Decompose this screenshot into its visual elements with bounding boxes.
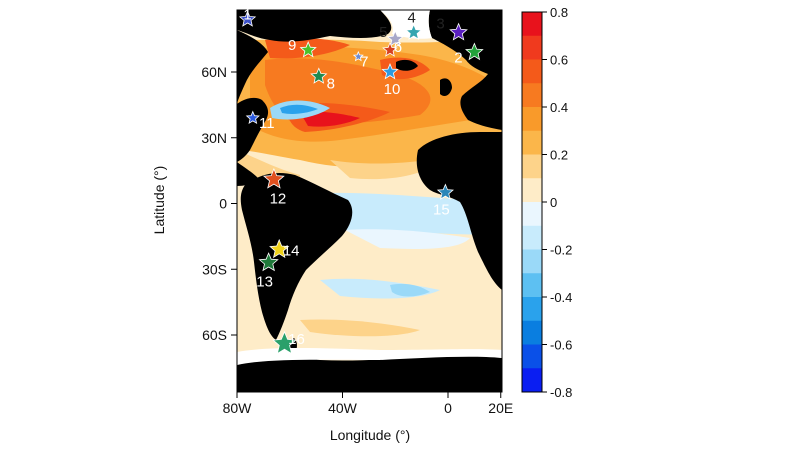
central-america-land: [237, 162, 258, 186]
south-america-land: [240, 173, 353, 340]
y-tick-label: 60S: [202, 327, 227, 343]
y-axis-ticks: 60N 30N 0 30S 60S: [201, 64, 237, 343]
colorbar-tick-label: 0.8: [550, 5, 568, 20]
colorbar-tick-label: -0.2: [550, 243, 572, 258]
colorbar-tick-label: -0.6: [550, 338, 572, 353]
site-label: 7: [360, 54, 368, 71]
site-label: 4: [408, 10, 416, 27]
site-star-icon: [269, 238, 290, 259]
colorbar-swatch: [522, 320, 542, 345]
site-star-icon: [465, 42, 484, 61]
colorbar-swatch: [522, 107, 542, 132]
colorbar-swatch: [522, 368, 542, 393]
y-tick-label: 0: [219, 196, 227, 212]
greenland-land: [237, 10, 392, 42]
colorbar-tick-label: 0.6: [550, 53, 568, 68]
site-label: 14: [283, 243, 300, 260]
site-star-icon: [449, 22, 468, 41]
y-tick-label: 30S: [202, 261, 227, 277]
colorbar-swatch: [522, 249, 542, 274]
colorbar-swatch: [522, 297, 542, 322]
x-tick-label: 0: [444, 400, 452, 416]
x-axis-ticks: 80W 40W 0 20E: [223, 392, 513, 416]
site-label: 2: [454, 49, 462, 66]
site-label: 8: [327, 75, 335, 92]
europe-land: [428, 10, 502, 130]
y-tick-label: 30N: [201, 130, 227, 146]
colorbar-swatch: [522, 344, 542, 369]
site-star-icon: [238, 10, 257, 27]
africa-land: [416, 132, 502, 290]
y-axis-label: Latitude (°): [151, 166, 167, 235]
site-label: 5: [379, 24, 387, 41]
colorbar-tick-label: -0.8: [550, 385, 572, 400]
site-star-icon: [436, 183, 454, 200]
x-tick-label: 40W: [328, 400, 358, 416]
land: [237, 10, 502, 392]
site-star-icon: [299, 41, 317, 58]
arctic-canada-land: [237, 30, 268, 104]
colorbar-swatch: [522, 12, 542, 37]
site-star-icon: [262, 167, 285, 189]
colorbar-tick-label: 0.2: [550, 148, 568, 163]
site-star-icon: [310, 67, 328, 84]
site-label: 15: [433, 202, 450, 219]
site-label: 6: [394, 39, 402, 56]
site-label: 16: [288, 331, 305, 348]
colorbar-swatch: [522, 202, 542, 227]
colorbar-swatch: [522, 178, 542, 203]
colorbar-swatch: [522, 35, 542, 60]
north-america-land: [237, 97, 269, 162]
site-label: 12: [270, 190, 287, 207]
site-label: 10: [384, 81, 401, 98]
iceland-land: [396, 59, 418, 71]
site-label: 3: [436, 16, 444, 33]
site-star-icon: [382, 41, 398, 57]
colorbar: 0.8 0.6 0.4 0.2 0 -0.2 -0.4 -0.6 -0.8: [521, 5, 572, 400]
colorbar-tick-label: 0.4: [550, 100, 568, 115]
y-tick-label: 60N: [201, 64, 227, 80]
antarctica-land: [237, 355, 502, 392]
colorbar-swatch: [522, 154, 542, 179]
site-star-icon: [258, 252, 279, 272]
site-star-icon: [272, 330, 297, 355]
site-star-icon: [405, 23, 423, 40]
colorbar-swatch: [522, 59, 542, 84]
british-isles-land: [440, 78, 452, 96]
x-tick-label: 80W: [223, 400, 253, 416]
colorbar-swatch: [522, 130, 542, 155]
site-label: 13: [256, 274, 273, 291]
site-label: 11: [259, 115, 275, 132]
colorbar-swatch: [522, 225, 542, 250]
x-axis-label: Longitude (°): [330, 427, 410, 443]
colorbar-tick-label: 0: [550, 195, 557, 210]
site-label: 1: [243, 6, 251, 23]
map-panel: [237, 10, 502, 392]
site-star-icon: [381, 62, 399, 80]
site-star-icon: [386, 30, 404, 47]
site-label: 9: [288, 37, 296, 54]
map-frame: [236, 9, 503, 393]
site-star-icon: [352, 50, 364, 62]
colorbar-swatch: [522, 83, 542, 108]
x-tick-label: 20E: [488, 400, 513, 416]
colorbar-tick-label: -0.4: [550, 290, 572, 305]
site-star-icon: [245, 110, 260, 125]
colorbar-swatch: [522, 273, 542, 298]
